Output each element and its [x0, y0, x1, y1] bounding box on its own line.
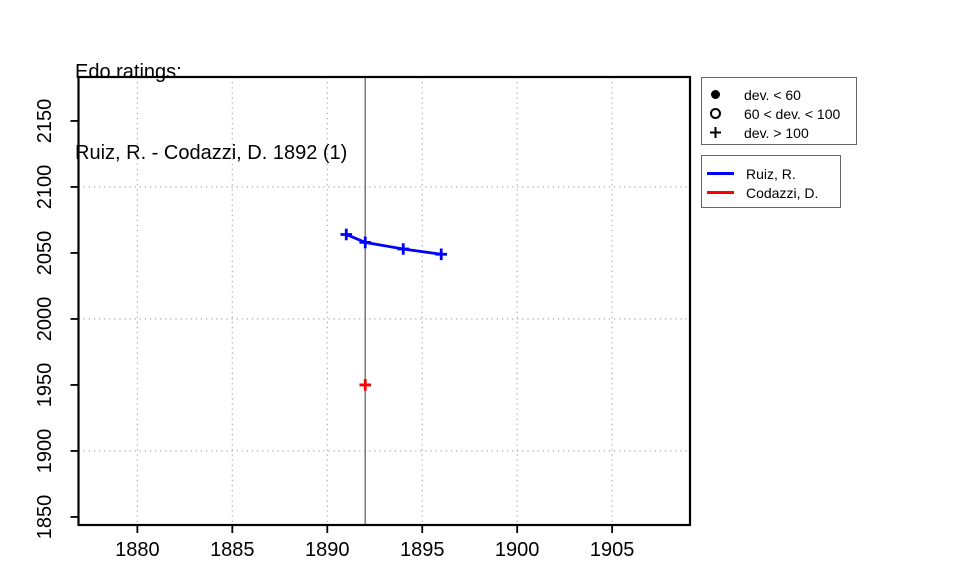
legend-deviation-label: dev. > 100 — [744, 124, 809, 141]
data-point-marker — [340, 228, 353, 241]
y-tick-label: 2100 — [34, 165, 56, 210]
legend-deviation-item: 60 < dev. < 100 — [702, 104, 856, 123]
legend-player-item: Codazzi, D. — [702, 183, 840, 202]
data-point-marker — [359, 379, 372, 391]
legend-player-item: Ruiz, R. — [702, 164, 840, 183]
y-tick-label: 1900 — [34, 429, 56, 474]
y-tick-label: 2150 — [34, 99, 56, 144]
legend-deviation-item: dev. < 60 — [702, 85, 856, 104]
player-line-swatch — [707, 172, 734, 175]
legend-symbol-cell — [707, 172, 734, 175]
x-tick-label: 1905 — [590, 539, 635, 561]
x-tick-label: 1880 — [115, 539, 160, 561]
legend-player-label: Codazzi, D. — [746, 184, 819, 201]
legend-symbol-cell — [707, 126, 723, 139]
legend-symbol-cell — [707, 90, 723, 99]
open-circle-icon — [709, 108, 721, 119]
y-tick-label: 1950 — [34, 363, 56, 408]
plus-icon-path — [709, 127, 721, 138]
y-tick-label: 1850 — [34, 495, 56, 540]
plot-border — [77, 75, 692, 527]
legend-deviation-label: 60 < dev. < 100 — [744, 105, 841, 122]
x-tick-label: 1900 — [495, 539, 540, 561]
player-line-swatch — [707, 191, 734, 194]
x-tick-label: 1895 — [400, 539, 445, 561]
series-line-ruiz-r- — [345, 233, 442, 256]
chart-title-line2: Ruiz, R. - Codazzi, D. 1892 (1) — [75, 142, 348, 164]
legend-players-box: Ruiz, R. Codazzi, D. — [701, 155, 841, 208]
chart-title: Edo ratings: Ruiz, R. - Codazzi, D. 1892… — [75, 5, 347, 194]
legend-deviation-box: dev. < 60 60 < dev. < 100 dev. > 100 — [701, 77, 857, 145]
y-tick-label: 2000 — [34, 297, 56, 342]
legend-deviation-item: dev. > 100 — [702, 123, 856, 142]
legend-symbol-cell — [707, 108, 723, 119]
y-tick-label: 2050 — [34, 231, 56, 276]
data-point-marker — [435, 248, 448, 261]
filled-circle-icon — [710, 90, 720, 99]
legend-player-label: Ruiz, R. — [746, 165, 796, 182]
x-tick-label: 1885 — [210, 539, 255, 561]
data-point-marker — [397, 243, 410, 255]
plus-icon — [709, 127, 721, 138]
x-tick-label: 1890 — [305, 539, 350, 561]
legend-symbol-cell — [707, 191, 734, 194]
legend-deviation-label: dev. < 60 — [744, 86, 801, 103]
data-point-marker — [359, 236, 372, 249]
